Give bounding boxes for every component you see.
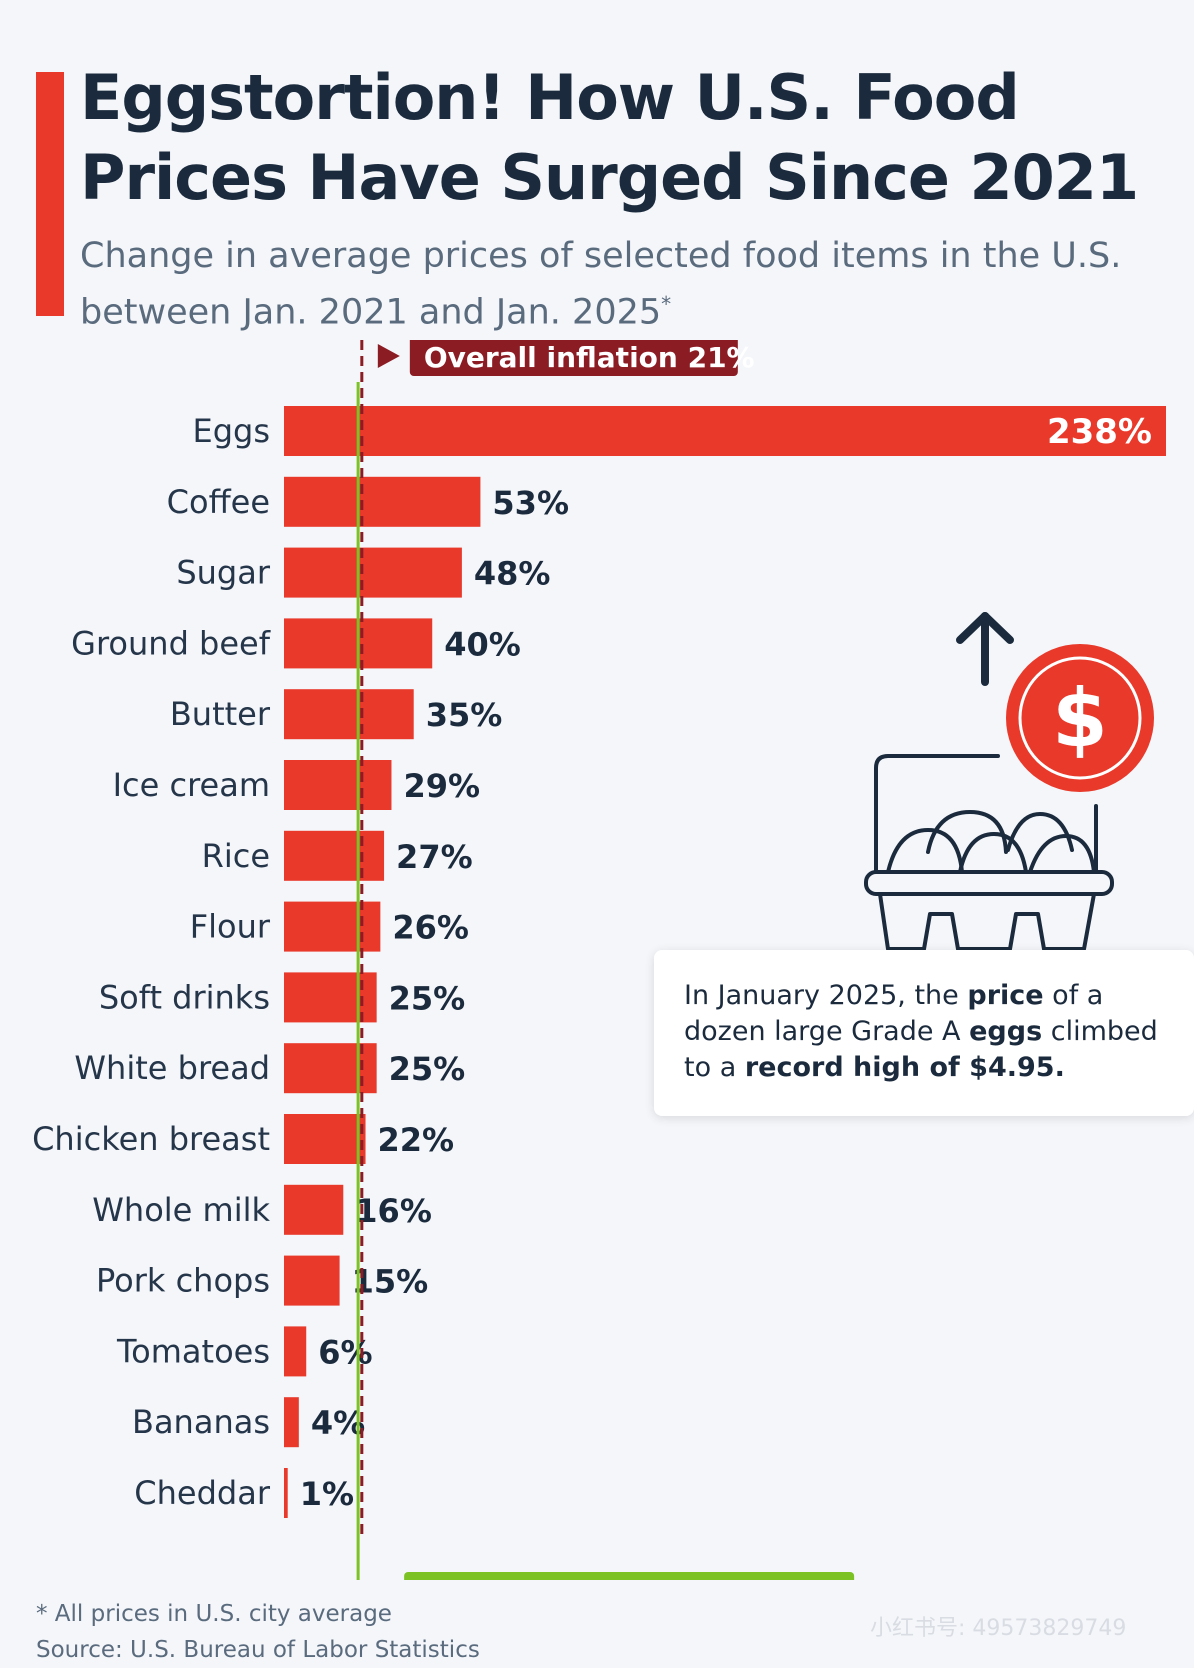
chart-title: Eggstortion! How U.S. Food Prices Have S… (80, 61, 1139, 214)
value-label: 53% (492, 484, 569, 522)
category-label: Cheddar (134, 1474, 271, 1512)
value-label: 238% (1047, 412, 1152, 452)
inflation-marker-icon (377, 344, 400, 368)
egg-price-illustration: $ (864, 612, 1154, 951)
bar-ice-cream (284, 760, 392, 810)
subtitle-text: Change in average prices of selected foo… (80, 236, 1122, 333)
category-label: Ground beef (71, 624, 271, 662)
category-label: Coffee (167, 483, 270, 521)
category-label: Whole milk (92, 1191, 270, 1229)
bar-coffee (284, 476, 481, 527)
chart-subtitle: Change in average prices of selected foo… (80, 232, 1170, 337)
footnote-note: * All prices in U.S. city average (36, 1601, 392, 1627)
footnote: * All prices in U.S. city average Source… (36, 1596, 480, 1668)
value-label: 6% (318, 1333, 372, 1371)
value-label: 48% (474, 555, 551, 593)
value-label: 26% (392, 909, 469, 947)
category-label: Butter (170, 695, 271, 733)
value-label: 25% (389, 979, 466, 1017)
category-label: Eggs (192, 412, 270, 450)
up-arrow-icon (956, 612, 1014, 686)
inflation-tag (409, 340, 738, 376)
bar-whole-milk (284, 1184, 344, 1235)
value-label: 40% (444, 625, 521, 663)
category-label: Ice cream (113, 766, 270, 804)
value-label: 4% (311, 1404, 365, 1442)
title-accent-bar (36, 72, 64, 316)
wage-tag (404, 1572, 855, 1580)
footnote-source: Source: U.S. Bureau of Labor Statistics (36, 1637, 480, 1663)
wage-tag-label: Nominal wage growth 20% (416, 1577, 838, 1580)
category-label: Flour (190, 908, 271, 946)
value-label: 15% (352, 1263, 429, 1301)
category-label: Bananas (132, 1403, 270, 1441)
callout-text-2: of a dozen large Grade A (684, 980, 1104, 1047)
egg-price-callout: In January 2025, the price of a dozen la… (654, 950, 1194, 1116)
category-label: Pork chops (96, 1262, 270, 1300)
callout-bold-record: record high of $4.95. (744, 1052, 1065, 1083)
callout-bold-price: price (967, 980, 1044, 1011)
bar-eggs (284, 406, 1166, 456)
category-label: Soft drinks (99, 978, 270, 1016)
value-label: 22% (378, 1121, 455, 1159)
value-label: 16% (355, 1192, 432, 1230)
bar-sugar (284, 547, 462, 598)
dollar-coin-icon: $ (1006, 644, 1154, 792)
bar-bananas (284, 1397, 299, 1448)
category-label: Rice (202, 837, 270, 875)
watermark: 小红书号: 49573829749 (870, 1616, 1127, 1641)
callout-text-3: climbed to a (684, 1016, 1158, 1083)
subtitle-asterisk: * (661, 292, 672, 316)
category-label: Chicken breast (32, 1120, 270, 1158)
bar-rice (284, 830, 385, 881)
value-label: 29% (403, 767, 480, 805)
bar-chicken-breast (284, 1114, 366, 1164)
category-label: Sugar (176, 554, 271, 592)
egg-carton-icon (864, 754, 1114, 951)
bar-flour (284, 901, 381, 952)
value-label: 1% (300, 1475, 354, 1513)
bar-cheddar (284, 1468, 288, 1518)
bar-tomatoes (284, 1326, 307, 1377)
value-label: 35% (426, 696, 503, 734)
bar-chart: Eggs 238% Coffee 53% Sugar 48% Ground beef 40% B… (32, 340, 1166, 1580)
callout-text-1: In January 2025, the (684, 980, 968, 1011)
dollar-sign: $ (1052, 672, 1108, 765)
category-label: White bread (74, 1049, 270, 1087)
value-label: 25% (389, 1050, 466, 1088)
category-label: Tomatoes (116, 1332, 270, 1370)
bar-pork-chops (284, 1255, 340, 1306)
callout-bold-eggs: eggs (969, 1016, 1043, 1047)
inflation-tag-label: Overall inflation 21% (424, 341, 755, 374)
bar-butter (284, 689, 414, 740)
value-label: 27% (396, 838, 473, 876)
